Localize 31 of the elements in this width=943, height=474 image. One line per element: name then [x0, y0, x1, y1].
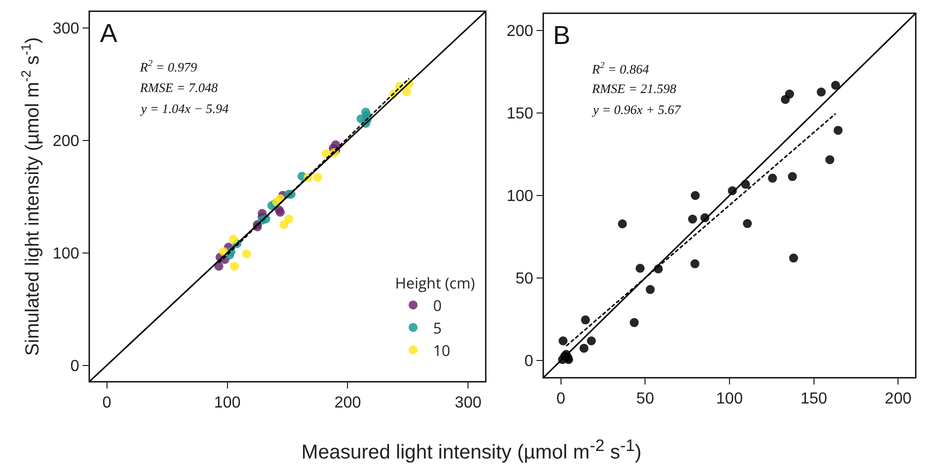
legend-label: 0 — [433, 296, 442, 316]
y-tick-label: 300 — [52, 20, 80, 38]
y-tick-label: 50 — [516, 270, 534, 288]
y-tick-label: 0 — [70, 358, 80, 375]
annotation: RMSE = 21.598 — [591, 81, 677, 96]
x-tick-label: 0 — [102, 394, 112, 412]
annotation: B — [553, 20, 570, 50]
legend-label: 10 — [433, 340, 450, 361]
x-tick-label: 50 — [636, 390, 654, 408]
y-tick-label: 150 — [506, 106, 534, 123]
legend-title: Height (cm) — [395, 274, 475, 294]
annotation: y = 1.04x − 5.94 — [139, 101, 230, 116]
x-tick-label: 100 — [716, 390, 743, 408]
annotation: R$^{2}$ = 0.979 — [139, 58, 198, 74]
annotation: R$^{2}$ = 0.864 — [591, 60, 650, 76]
y-tick-label: 0 — [524, 353, 534, 370]
x-tick-label: 150 — [800, 390, 828, 408]
x-axis-title: Measured light intensity (µmol m$^{-2}$ s$^{-1}$) — [300, 436, 643, 465]
x-tick-label: 0 — [556, 390, 566, 408]
x-tick-label: 300 — [454, 394, 482, 412]
annotation: RMSE = 7.048 — [139, 80, 218, 95]
annotation: A — [100, 18, 118, 48]
annotation: y = 0.96x + 5.67 — [591, 102, 682, 117]
legend-label: 5 — [433, 318, 442, 338]
y-tick-label: 200 — [52, 132, 80, 150]
x-tick-label: 200 — [884, 390, 912, 408]
y-tick-label: 100 — [506, 188, 534, 206]
x-tick-label: 200 — [334, 394, 362, 412]
x-tick-label: 100 — [214, 394, 241, 412]
y-tick-label: 100 — [52, 245, 80, 262]
y-tick-label: 200 — [506, 23, 534, 40]
